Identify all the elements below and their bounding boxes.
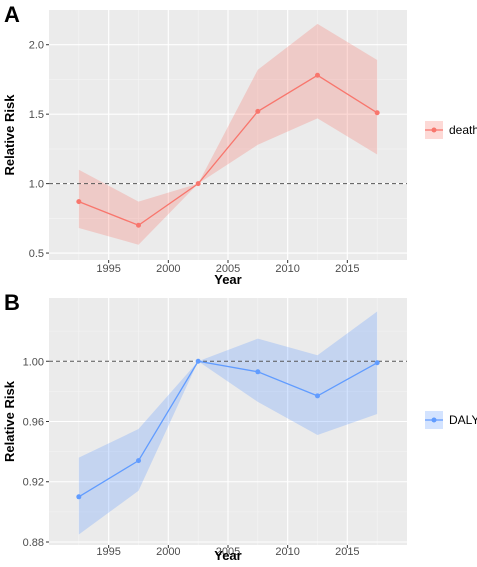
panel-letter: B: [4, 290, 20, 315]
y-tick-label: 0.5: [29, 248, 44, 260]
y-tick-label: 0.92: [23, 477, 44, 489]
confidence-band: [78, 23, 378, 245]
x-tick-label: 2000: [156, 263, 180, 275]
legend-label: death: [449, 123, 477, 137]
series-line: [78, 360, 378, 498]
data-point: [255, 108, 261, 114]
x-tick-label: 2005: [216, 546, 240, 558]
y-tick-label: 1.0: [29, 179, 44, 191]
x-tick-label: 1995: [96, 546, 120, 558]
data-point: [374, 110, 380, 116]
x-tick-label: 2010: [275, 546, 299, 558]
x-tick-label: 1995: [96, 263, 120, 275]
x-tick-label: 2000: [156, 546, 180, 558]
x-tick-label: 2015: [335, 263, 359, 275]
x-tick-label: 2015: [335, 546, 359, 558]
legend-key-point: [431, 417, 437, 423]
x-tick-label: 2010: [275, 263, 299, 275]
series-line: [78, 74, 378, 227]
data-point: [315, 72, 320, 78]
data-point: [136, 222, 141, 228]
chart-panel-a: A 1995 2000 2005 2010 2015 0.5 1.0 1.5 2.0 Year Rel…: [2, 2, 477, 287]
confidence-band: [78, 311, 378, 535]
legend-key-point: [431, 127, 437, 133]
y-axis-title: Relative Risk: [2, 380, 17, 462]
y-axis-title: Relative Risk: [2, 94, 17, 176]
chart-panel-b: B 1995 2000 2005 2010 2015 0.88 0.92 0.96 1.00 Yea…: [2, 290, 477, 563]
y-tick-label: 2.0: [29, 40, 44, 52]
y-tick-label: 0.96: [23, 417, 44, 429]
x-tick-label: 2005: [216, 263, 240, 275]
y-tick-label: 1.5: [29, 109, 44, 121]
data-point: [374, 360, 380, 366]
data-point: [76, 494, 82, 500]
data-point: [76, 199, 82, 205]
y-tick-label: 0.88: [23, 537, 44, 549]
data-point: [255, 369, 261, 375]
data-point: [195, 358, 201, 364]
data-point: [315, 393, 320, 399]
x-axis-title: Year: [214, 272, 241, 287]
data-point: [136, 458, 141, 464]
x-axis-title: Year: [214, 548, 241, 562]
data-point: [195, 181, 201, 187]
panel-letter: A: [4, 2, 20, 27]
legend-label: DALY: [449, 413, 477, 427]
y-tick-label: 1.00: [23, 356, 44, 368]
